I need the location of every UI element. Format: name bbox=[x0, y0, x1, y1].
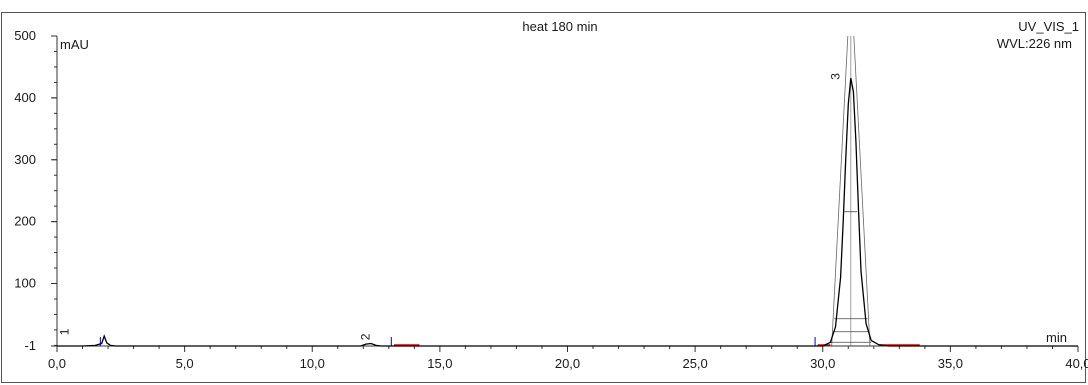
x-tick-label: 0,0 bbox=[48, 356, 66, 371]
x-tick-label: 10,0 bbox=[300, 356, 325, 371]
y-ticks: -1 100 200 300 400 500 bbox=[14, 28, 57, 353]
y-tick-label: 500 bbox=[14, 28, 36, 43]
peak-label: 1 bbox=[57, 328, 71, 335]
x-axis-label: min bbox=[1046, 330, 1067, 345]
peak-integration-lines bbox=[830, 35, 872, 347]
peak-label: 2 bbox=[359, 333, 373, 340]
x-tick-label: 40,0 bbox=[1065, 356, 1088, 371]
x-tick-label: 35,0 bbox=[938, 356, 963, 371]
x-tick-label: 15,0 bbox=[427, 356, 452, 371]
peak-envelope-left bbox=[831, 35, 849, 347]
plot-border bbox=[1, 12, 1086, 383]
wavelength-label: WVL:226 nm bbox=[997, 36, 1072, 51]
x-ticks: 0,0 5,0 10,0 15,0 20,0 25,0 30,0 35,0 40,0 bbox=[48, 346, 1088, 371]
peak-label: 3 bbox=[828, 73, 842, 80]
y-tick-label: 100 bbox=[14, 276, 36, 291]
x-tick-label: 30,0 bbox=[810, 356, 835, 371]
peak-envelope-right bbox=[853, 35, 871, 347]
chart-title: heat 180 min bbox=[522, 19, 597, 34]
y-axis-label: mAU bbox=[60, 37, 89, 52]
y-tick-label: 400 bbox=[14, 90, 36, 105]
y-tick-label: 300 bbox=[14, 152, 36, 167]
channel-label: UV_VIS_1 bbox=[1018, 19, 1079, 34]
signal-trace bbox=[57, 77, 1078, 347]
y-tick-label: 200 bbox=[14, 214, 36, 229]
event-markers bbox=[99, 337, 816, 346]
x-tick-label: 20,0 bbox=[555, 356, 580, 371]
x-tick-label: 5,0 bbox=[176, 356, 194, 371]
peak-labels: 1 2 3 bbox=[57, 73, 842, 340]
y-tick-label: -1 bbox=[24, 338, 36, 353]
x-tick-label: 25,0 bbox=[682, 356, 707, 371]
